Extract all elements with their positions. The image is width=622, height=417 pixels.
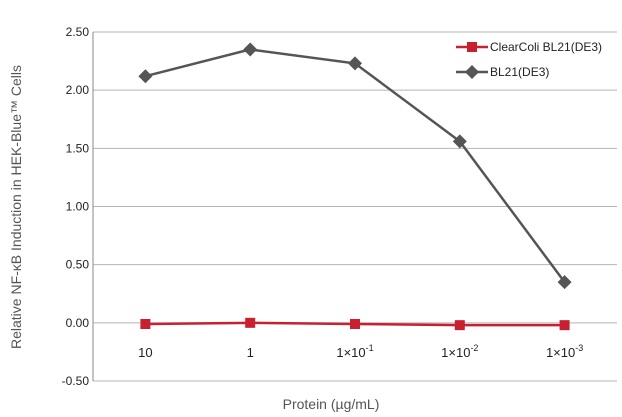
x-category-label: 1 (247, 345, 254, 360)
legend-marker (467, 42, 477, 52)
series-clearcoli-bl21 (140, 317, 570, 331)
y-tick-label: 2.00 (66, 83, 90, 97)
y-tick-label: -0.50 (62, 374, 90, 388)
data-point (243, 42, 258, 57)
x-category-label: 1×10-3 (546, 343, 583, 360)
data-point (452, 134, 467, 149)
data-point (350, 318, 360, 329)
series-line (145, 48, 566, 283)
legend-label: ClearColi BL21(DE3) (490, 40, 602, 54)
data-point (348, 56, 362, 71)
data-point (245, 317, 256, 328)
x-axis-title: Protein (µg/mL) (283, 396, 380, 412)
legend-item: BL21(DE3) (456, 65, 549, 79)
data-point (138, 69, 153, 84)
y-tick-label: 0.00 (66, 316, 90, 330)
y-axis-title: Relative NF-κB Induction in HEK-Blue™ Ce… (8, 65, 24, 349)
x-category-label: 1×10-2 (441, 343, 478, 360)
x-axis-categories: 10 1 1×10-1 1×10-2 1×10-3 (138, 343, 583, 360)
x-category-label: 10 (138, 345, 152, 360)
y-tick-label: 1.50 (66, 141, 90, 155)
data-point (140, 318, 151, 329)
data-point (454, 320, 465, 331)
legend-label: BL21(DE3) (490, 65, 549, 79)
data-point (559, 320, 570, 331)
y-axis-ticks: 2.50 2.00 1.50 1.00 0.50 0.00 -0.50 (62, 25, 90, 388)
series-bl21 (138, 42, 572, 290)
legend-item: ClearColi BL21(DE3) (456, 40, 602, 54)
series-group (138, 42, 572, 331)
legend-marker (465, 65, 479, 79)
legend: ClearColi BL21(DE3) BL21(DE3) (456, 40, 602, 79)
x-category-label: 1×10-1 (336, 343, 373, 360)
y-tick-label: 1.00 (66, 200, 90, 214)
y-tick-label: 2.50 (66, 25, 90, 39)
y-tick-label: 0.50 (66, 258, 90, 272)
data-point (557, 275, 572, 290)
